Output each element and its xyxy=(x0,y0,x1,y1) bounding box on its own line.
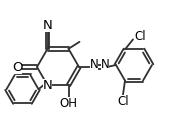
Text: N: N xyxy=(90,58,98,71)
Text: N: N xyxy=(43,19,52,32)
Text: N: N xyxy=(43,79,52,92)
Text: N: N xyxy=(101,58,109,71)
Text: OH: OH xyxy=(60,97,78,110)
Text: Cl: Cl xyxy=(117,95,129,108)
Text: Cl: Cl xyxy=(134,30,146,43)
Text: O: O xyxy=(12,60,22,74)
